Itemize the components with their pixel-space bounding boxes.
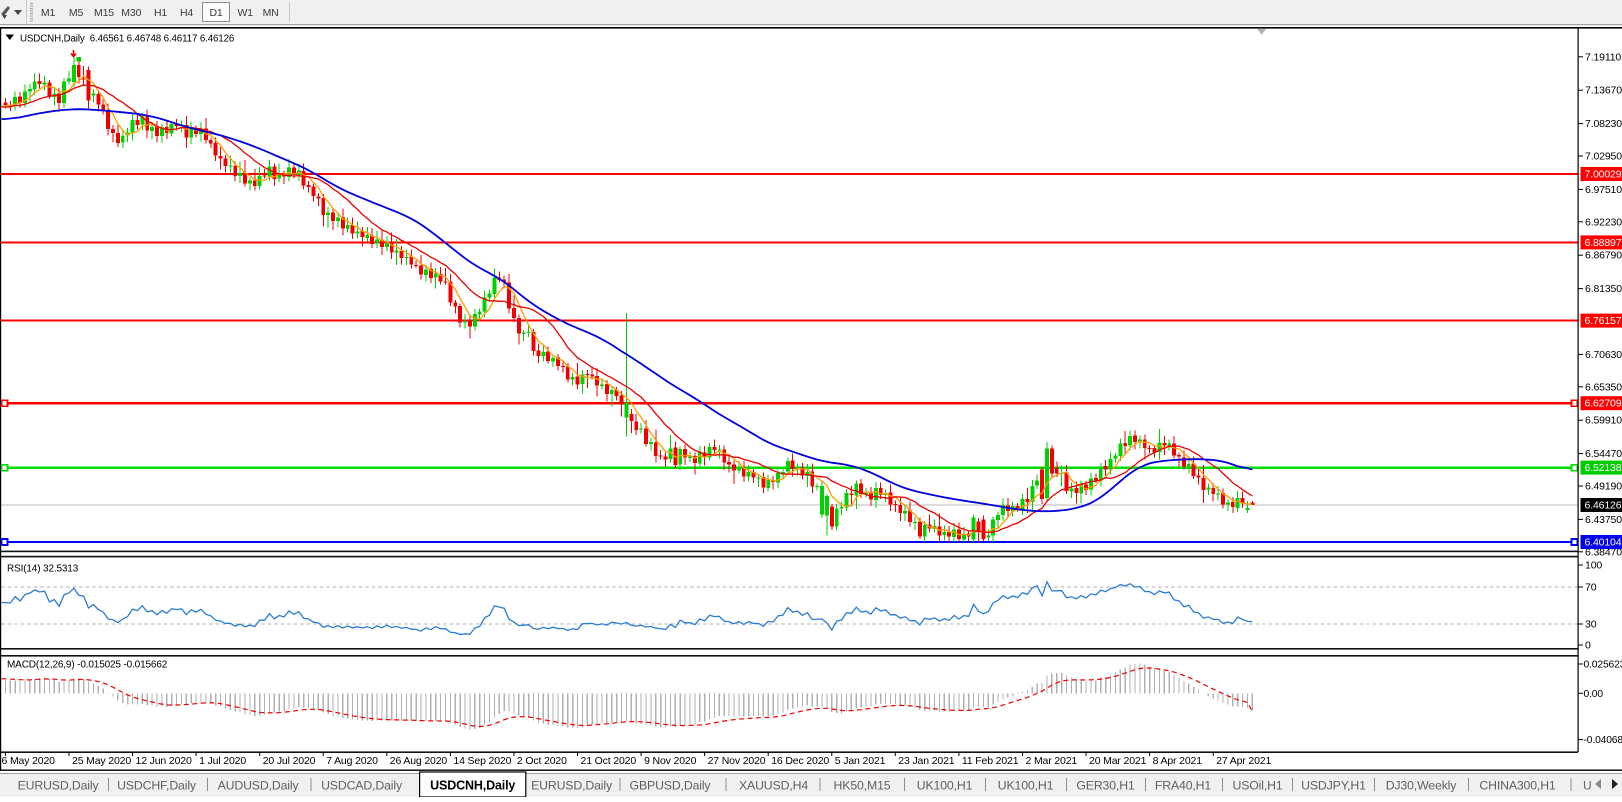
svg-text:GBPUSD,Daily: GBPUSD,Daily	[630, 779, 712, 793]
svg-text:MACD(12,26,9) -0.015025 -0.015: MACD(12,26,9) -0.015025 -0.015662	[7, 660, 168, 671]
svg-text:DJ30,Weekly: DJ30,Weekly	[1386, 779, 1458, 793]
svg-text:11 Feb 2021: 11 Feb 2021	[962, 755, 1019, 767]
svg-text:AUDUSD,Daily: AUDUSD,Daily	[218, 779, 300, 793]
svg-text:XAUUSD,H4: XAUUSD,H4	[739, 779, 808, 793]
svg-text:UK100,H1: UK100,H1	[998, 779, 1054, 793]
svg-text:USDCNH,Daily 6.46561 6.46748: USDCNH,Daily 6.46561 6.46748 6.46117 6.4…	[20, 34, 235, 45]
svg-text:6.86790: 6.86790	[1585, 250, 1622, 262]
svg-text:14 Sep 2020: 14 Sep 2020	[453, 755, 511, 767]
svg-text:8 Apr 2021: 8 Apr 2021	[1153, 755, 1203, 767]
svg-text:16 Dec 2020: 16 Dec 2020	[771, 755, 829, 767]
svg-text:M15: M15	[94, 7, 114, 19]
svg-text:1 Jul 2020: 1 Jul 2020	[199, 755, 246, 767]
svg-text:23 Jan 2021: 23 Jan 2021	[898, 755, 954, 767]
svg-text:9 Nov 2020: 9 Nov 2020	[644, 755, 697, 767]
svg-text:26 Aug 2020: 26 Aug 2020	[390, 755, 448, 767]
svg-text:7.02950: 7.02950	[1585, 151, 1622, 163]
svg-text:EURUSD,Daily: EURUSD,Daily	[531, 779, 613, 793]
svg-text:25 May 2020: 25 May 2020	[72, 755, 131, 767]
svg-text:HK50,M15: HK50,M15	[834, 779, 891, 793]
svg-text:7.08230: 7.08230	[1585, 118, 1622, 130]
svg-text:6.54470: 6.54470	[1585, 448, 1622, 460]
svg-text:GER30,H1: GER30,H1	[1076, 779, 1135, 793]
svg-text:0.025623: 0.025623	[1584, 660, 1622, 671]
svg-text:7.19110: 7.19110	[1585, 51, 1621, 63]
svg-text:USDCNH,Daily: USDCNH,Daily	[430, 779, 515, 793]
svg-text:6.43750: 6.43750	[1585, 514, 1622, 526]
svg-text:UK100,H1: UK100,H1	[917, 779, 973, 793]
svg-text:0.00: 0.00	[1584, 689, 1604, 700]
svg-text:FRA40,H1: FRA40,H1	[1155, 779, 1212, 793]
svg-text:6.52138: 6.52138	[1585, 462, 1622, 474]
svg-text:M1: M1	[41, 7, 56, 19]
svg-text:CHINA300,H1: CHINA300,H1	[1479, 779, 1556, 793]
svg-text:7.13670: 7.13670	[1585, 85, 1622, 97]
svg-text:7 Aug 2020: 7 Aug 2020	[326, 755, 378, 767]
svg-text:USDCAD,Daily: USDCAD,Daily	[321, 779, 403, 793]
svg-text:D1: D1	[209, 7, 222, 19]
svg-text:USDCHF,Daily: USDCHF,Daily	[117, 779, 197, 793]
svg-text:USOil,H1: USOil,H1	[1232, 779, 1282, 793]
svg-text:RSI(14) 32.5313: RSI(14) 32.5313	[7, 564, 79, 575]
svg-text:6.65350: 6.65350	[1585, 381, 1622, 393]
svg-text:5 Jan 2021: 5 Jan 2021	[835, 755, 886, 767]
svg-text:7.00029: 7.00029	[1585, 169, 1622, 181]
svg-text:USDJPY,H1: USDJPY,H1	[1301, 779, 1366, 793]
svg-text:6.62709: 6.62709	[1585, 398, 1622, 410]
svg-text:6.92230: 6.92230	[1585, 216, 1622, 228]
svg-text:6.76157: 6.76157	[1585, 315, 1622, 327]
svg-text:W1: W1	[237, 7, 253, 19]
svg-text:H1: H1	[154, 7, 167, 19]
svg-text:27 Nov 2020: 27 Nov 2020	[708, 755, 766, 767]
svg-text:20 Jul 2020: 20 Jul 2020	[263, 755, 316, 767]
svg-text:M30: M30	[121, 7, 141, 19]
svg-text:20 Mar 2021: 20 Mar 2021	[1089, 755, 1147, 767]
svg-text:6 May 2020: 6 May 2020	[2, 755, 56, 767]
svg-text:MN: MN	[263, 7, 279, 19]
svg-text:EURUSD,Daily: EURUSD,Daily	[18, 779, 100, 793]
svg-text:21 Oct 2020: 21 Oct 2020	[581, 755, 637, 767]
svg-text:0: 0	[1585, 640, 1591, 652]
svg-text:6.40104: 6.40104	[1585, 537, 1622, 549]
svg-text:6.70630: 6.70630	[1585, 349, 1622, 361]
svg-text:12 Jun 2020: 12 Jun 2020	[136, 755, 192, 767]
svg-text:M5: M5	[69, 7, 84, 19]
svg-text:U: U	[1583, 779, 1592, 793]
svg-text:100: 100	[1585, 560, 1602, 572]
svg-text:2 Oct 2020: 2 Oct 2020	[517, 755, 567, 767]
svg-text:70: 70	[1585, 582, 1597, 594]
svg-text:6.49190: 6.49190	[1585, 481, 1622, 493]
svg-text:6.81350: 6.81350	[1585, 283, 1622, 295]
svg-text:6.88897: 6.88897	[1585, 237, 1622, 249]
svg-text:6.46126: 6.46126	[1585, 500, 1622, 512]
svg-text:6.59910: 6.59910	[1585, 415, 1622, 427]
svg-text:6.97510: 6.97510	[1585, 184, 1622, 196]
svg-text:2 Mar 2021: 2 Mar 2021	[1026, 755, 1078, 767]
svg-text:30: 30	[1585, 619, 1597, 631]
svg-text:27 Apr 2021: 27 Apr 2021	[1216, 755, 1271, 767]
svg-text:H4: H4	[180, 7, 193, 19]
